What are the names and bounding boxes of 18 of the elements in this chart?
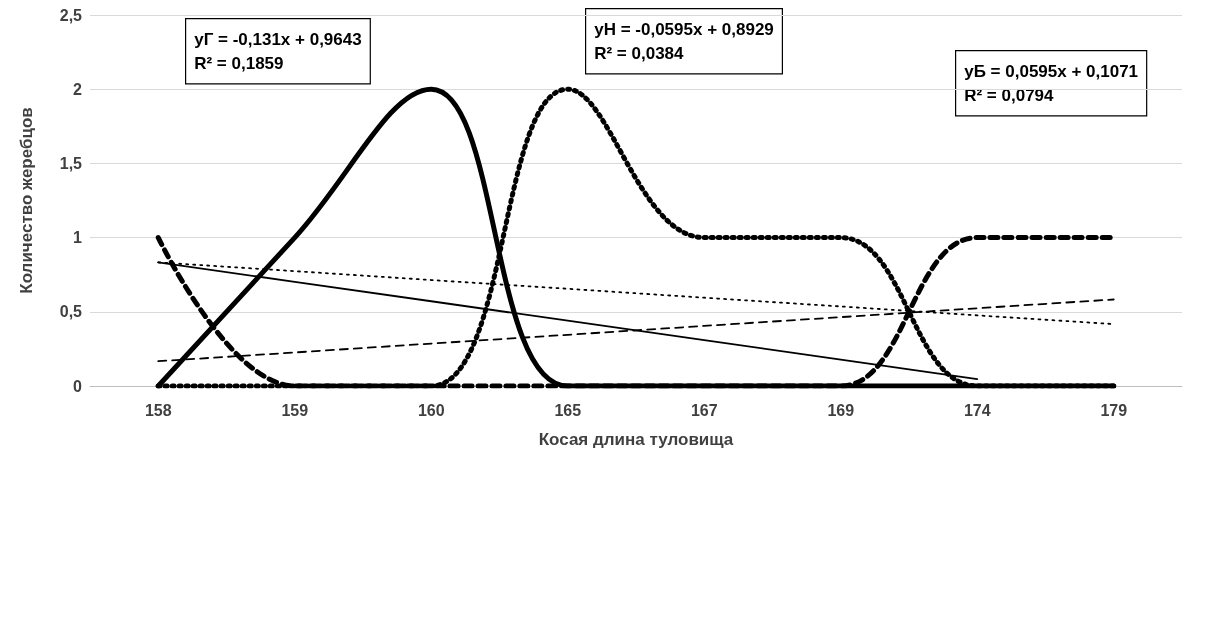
x-tick-label: 159: [281, 401, 309, 419]
x-tick-label: 158: [144, 401, 172, 419]
x-tick-label: 179: [1100, 401, 1128, 419]
x-axis-title: Косая длина туловища: [538, 430, 734, 449]
y-axis-title: Количество жеребцов: [17, 107, 36, 294]
x-tick-label: 167: [690, 401, 718, 419]
annotation: yН = -0,0595x + 0,8929 R² = 0,0384: [594, 19, 774, 63]
x-tick-label: 160: [417, 401, 445, 419]
y-tick-label: 0,5: [59, 303, 83, 321]
y-tick-label: 1,5: [59, 154, 83, 172]
x-tick-label: 165: [554, 401, 582, 419]
x-tick-label: 169: [827, 401, 855, 419]
y-tick-label: 2: [73, 80, 83, 98]
y-tick-label: 2,5: [59, 6, 83, 24]
y-tick-label: 0: [73, 377, 83, 395]
x-tick-label: 174: [963, 401, 991, 419]
y-tick-label: 1: [73, 229, 83, 247]
annotation: yГ = -0,131x + 0,9643 R² = 0,1859: [194, 29, 362, 73]
